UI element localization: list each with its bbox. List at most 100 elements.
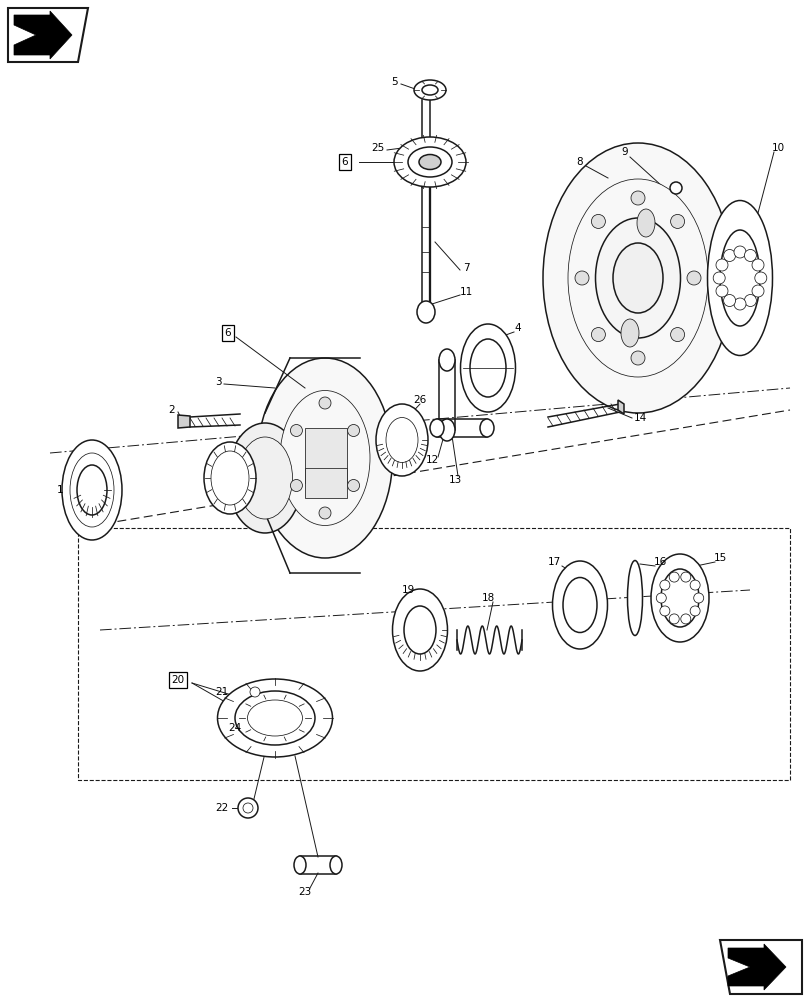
Circle shape bbox=[744, 295, 756, 307]
Ellipse shape bbox=[217, 679, 333, 757]
Ellipse shape bbox=[720, 230, 760, 326]
Circle shape bbox=[671, 328, 684, 342]
Circle shape bbox=[670, 182, 682, 194]
Ellipse shape bbox=[258, 358, 393, 558]
Ellipse shape bbox=[404, 606, 436, 654]
Text: 10: 10 bbox=[772, 143, 785, 153]
Ellipse shape bbox=[628, 560, 642, 636]
Circle shape bbox=[243, 803, 253, 813]
Polygon shape bbox=[618, 400, 624, 414]
Text: 7: 7 bbox=[463, 263, 469, 273]
Ellipse shape bbox=[394, 137, 466, 187]
Circle shape bbox=[716, 259, 728, 271]
Text: 8: 8 bbox=[577, 157, 583, 167]
Ellipse shape bbox=[430, 419, 444, 437]
Ellipse shape bbox=[204, 442, 256, 514]
Circle shape bbox=[290, 480, 302, 491]
Ellipse shape bbox=[439, 349, 455, 371]
Ellipse shape bbox=[422, 85, 438, 95]
Text: 18: 18 bbox=[482, 593, 494, 603]
Text: 6: 6 bbox=[342, 157, 348, 167]
Ellipse shape bbox=[376, 404, 428, 476]
Text: 9: 9 bbox=[621, 147, 629, 157]
Ellipse shape bbox=[621, 319, 639, 347]
Circle shape bbox=[347, 424, 360, 436]
Ellipse shape bbox=[613, 243, 663, 313]
Circle shape bbox=[690, 580, 700, 590]
Ellipse shape bbox=[408, 147, 452, 177]
Ellipse shape bbox=[211, 451, 249, 505]
Text: 25: 25 bbox=[372, 143, 385, 153]
Ellipse shape bbox=[393, 589, 448, 671]
Ellipse shape bbox=[543, 143, 733, 413]
Ellipse shape bbox=[563, 578, 597, 633]
Text: 6: 6 bbox=[225, 328, 231, 338]
Polygon shape bbox=[178, 415, 190, 428]
Circle shape bbox=[744, 249, 756, 261]
Circle shape bbox=[290, 424, 302, 436]
Circle shape bbox=[347, 480, 360, 491]
Text: 19: 19 bbox=[402, 585, 415, 595]
Ellipse shape bbox=[330, 856, 342, 874]
Text: 15: 15 bbox=[713, 553, 726, 563]
Ellipse shape bbox=[62, 440, 122, 540]
Ellipse shape bbox=[386, 418, 418, 462]
Circle shape bbox=[319, 397, 331, 409]
Text: 17: 17 bbox=[547, 557, 561, 567]
Circle shape bbox=[631, 351, 645, 365]
Text: 21: 21 bbox=[216, 687, 229, 697]
Ellipse shape bbox=[568, 179, 708, 377]
Ellipse shape bbox=[238, 437, 292, 519]
Circle shape bbox=[591, 214, 605, 228]
Polygon shape bbox=[8, 8, 88, 62]
Circle shape bbox=[671, 214, 684, 228]
Circle shape bbox=[669, 572, 680, 582]
Circle shape bbox=[752, 285, 764, 297]
Ellipse shape bbox=[247, 700, 302, 736]
Ellipse shape bbox=[480, 419, 494, 437]
Circle shape bbox=[319, 507, 331, 519]
Text: 26: 26 bbox=[414, 395, 427, 405]
Circle shape bbox=[752, 259, 764, 271]
Circle shape bbox=[660, 606, 670, 616]
Text: 14: 14 bbox=[633, 413, 646, 423]
Text: 23: 23 bbox=[298, 887, 312, 897]
Circle shape bbox=[687, 271, 701, 285]
Text: 4: 4 bbox=[515, 323, 521, 333]
Ellipse shape bbox=[235, 691, 315, 745]
Circle shape bbox=[681, 614, 691, 624]
Circle shape bbox=[631, 191, 645, 205]
Ellipse shape bbox=[461, 324, 516, 412]
Circle shape bbox=[669, 614, 680, 624]
Text: 12: 12 bbox=[425, 455, 439, 465]
Circle shape bbox=[724, 249, 735, 261]
Ellipse shape bbox=[419, 154, 441, 169]
Ellipse shape bbox=[439, 419, 455, 441]
Circle shape bbox=[238, 798, 258, 818]
Ellipse shape bbox=[553, 561, 608, 649]
Ellipse shape bbox=[280, 390, 370, 526]
Ellipse shape bbox=[77, 465, 107, 515]
Polygon shape bbox=[728, 944, 786, 990]
Text: 1: 1 bbox=[57, 485, 63, 495]
Ellipse shape bbox=[70, 453, 114, 527]
Text: 16: 16 bbox=[654, 557, 667, 567]
Bar bbox=[305, 468, 347, 498]
Ellipse shape bbox=[708, 200, 772, 356]
Ellipse shape bbox=[595, 218, 680, 338]
Text: 13: 13 bbox=[448, 475, 461, 485]
Text: 22: 22 bbox=[216, 803, 229, 813]
Circle shape bbox=[690, 606, 700, 616]
Circle shape bbox=[716, 285, 728, 297]
Circle shape bbox=[734, 298, 746, 310]
Ellipse shape bbox=[228, 423, 302, 533]
Circle shape bbox=[713, 272, 726, 284]
Ellipse shape bbox=[417, 301, 435, 323]
Circle shape bbox=[724, 295, 735, 307]
Circle shape bbox=[656, 593, 667, 603]
Circle shape bbox=[755, 272, 767, 284]
Circle shape bbox=[660, 580, 670, 590]
Text: 2: 2 bbox=[169, 405, 175, 415]
Bar bbox=[305, 428, 347, 483]
Text: 11: 11 bbox=[460, 287, 473, 297]
